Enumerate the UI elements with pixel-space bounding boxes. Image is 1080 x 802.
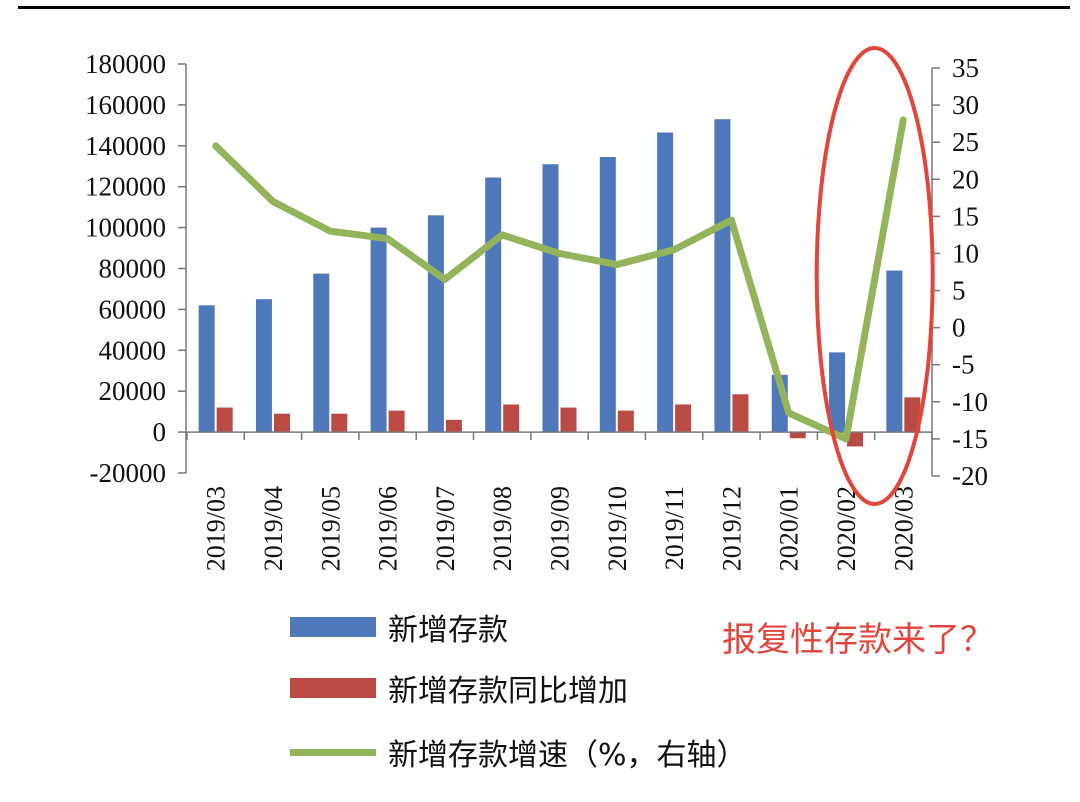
bar-deposit bbox=[829, 352, 846, 433]
left-tick-label: 60000 bbox=[99, 294, 167, 324]
right-tick-label: 5 bbox=[952, 276, 966, 306]
x-category-label: 2020/01 bbox=[775, 486, 804, 571]
legend-label-growth: 新增存款增速（%，右轴） bbox=[388, 738, 747, 773]
right-tick-label: 30 bbox=[952, 90, 979, 120]
top-rule bbox=[18, 6, 1070, 9]
bar-deposit bbox=[198, 305, 215, 433]
x-category-label: 2019/09 bbox=[546, 486, 575, 571]
x-axis bbox=[186, 431, 933, 441]
right-tick-label: 25 bbox=[952, 127, 979, 157]
left-y-axis: -20000 0 20000 40000 60000 80000 100000 120000 1… bbox=[85, 49, 187, 488]
bar-series-group bbox=[198, 119, 921, 447]
bar-yoy bbox=[560, 407, 577, 433]
x-category-label: 2019/07 bbox=[431, 486, 460, 571]
right-tick-label: -20 bbox=[952, 461, 988, 491]
right-tick-label: 10 bbox=[952, 238, 979, 268]
left-tick-label: 160000 bbox=[85, 90, 166, 120]
growth-line bbox=[212, 116, 907, 443]
x-category-label: 2019/03 bbox=[202, 486, 231, 571]
left-tick-label: 80000 bbox=[99, 254, 167, 284]
x-category-label: 2020/02 bbox=[832, 486, 861, 571]
legend-label-yoy: 新增存款同比增加 bbox=[388, 674, 628, 709]
left-tick-label: 40000 bbox=[99, 335, 167, 365]
annotation-text: 报复性存款来了？ bbox=[722, 620, 994, 660]
bar-deposit bbox=[427, 215, 444, 433]
bar-deposit bbox=[714, 119, 731, 433]
x-category-label: 2019/12 bbox=[717, 486, 746, 571]
bar-yoy bbox=[617, 410, 634, 433]
bar-deposit bbox=[657, 132, 674, 433]
x-category-label: 2019/10 bbox=[603, 486, 632, 571]
bar-deposit bbox=[542, 164, 559, 433]
x-category-labels: 2019/03 2019/04 2019/05 2019/06 2019/07 2019/… bbox=[202, 486, 919, 571]
bar-yoy bbox=[789, 432, 806, 439]
bar-deposit bbox=[255, 299, 272, 433]
bar-yoy bbox=[847, 432, 864, 447]
bar-yoy bbox=[216, 407, 233, 433]
right-tick-label: -10 bbox=[952, 387, 988, 417]
bar-deposit bbox=[599, 157, 616, 433]
x-category-label: 2019/11 bbox=[660, 486, 689, 570]
bar-deposit bbox=[313, 273, 330, 433]
x-category-label: 2019/06 bbox=[374, 486, 403, 571]
legend-label-deposit: 新增存款 bbox=[388, 613, 508, 648]
bar-yoy bbox=[503, 404, 520, 433]
x-category-label: 2020/03 bbox=[889, 486, 918, 571]
left-tick-label: 20000 bbox=[99, 376, 167, 406]
legend-swatch-yoy bbox=[290, 678, 376, 698]
right-tick-label: -15 bbox=[952, 424, 988, 454]
bar-deposit bbox=[886, 270, 903, 433]
right-tick-label: 35 bbox=[952, 53, 979, 83]
x-category-label: 2019/05 bbox=[316, 486, 345, 571]
legend-item-deposit: 新增存款 bbox=[290, 607, 508, 648]
left-tick-label: 100000 bbox=[85, 213, 166, 243]
bar-yoy bbox=[675, 404, 692, 433]
right-tick-label: 0 bbox=[952, 313, 966, 343]
highlight-ellipse-shape bbox=[814, 46, 935, 506]
right-y-axis: -20 -15 -10 -5 0 5 10 15 20 25 30 35 bbox=[931, 53, 988, 491]
bar-yoy bbox=[273, 413, 290, 433]
legend-swatch-growth bbox=[290, 748, 376, 756]
bar-deposit bbox=[370, 227, 387, 433]
highlight-ellipse bbox=[814, 46, 935, 506]
bar-yoy bbox=[445, 419, 462, 433]
growth-line-series bbox=[212, 116, 907, 443]
left-tick-label: -20000 bbox=[90, 458, 167, 488]
left-tick-label: 180000 bbox=[85, 49, 166, 79]
left-tick-label: 140000 bbox=[85, 131, 166, 161]
legend-swatch-deposit bbox=[290, 617, 376, 637]
bar-yoy bbox=[904, 397, 921, 433]
legend-item-growth: 新增存款增速（%，右轴） bbox=[290, 732, 747, 773]
bar-yoy bbox=[331, 413, 348, 433]
right-tick-label: -5 bbox=[952, 350, 975, 380]
bar-yoy bbox=[388, 410, 405, 433]
right-tick-label: 20 bbox=[952, 164, 979, 194]
x-category-label: 2019/04 bbox=[259, 486, 288, 571]
left-tick-label: 0 bbox=[153, 417, 167, 447]
bar-yoy bbox=[732, 394, 749, 433]
right-tick-label: 15 bbox=[952, 201, 979, 231]
left-tick-label: 120000 bbox=[85, 172, 166, 202]
legend-item-yoy: 新增存款同比增加 bbox=[290, 668, 628, 709]
x-category-label: 2019/08 bbox=[488, 486, 517, 571]
bar-deposit bbox=[485, 177, 502, 433]
